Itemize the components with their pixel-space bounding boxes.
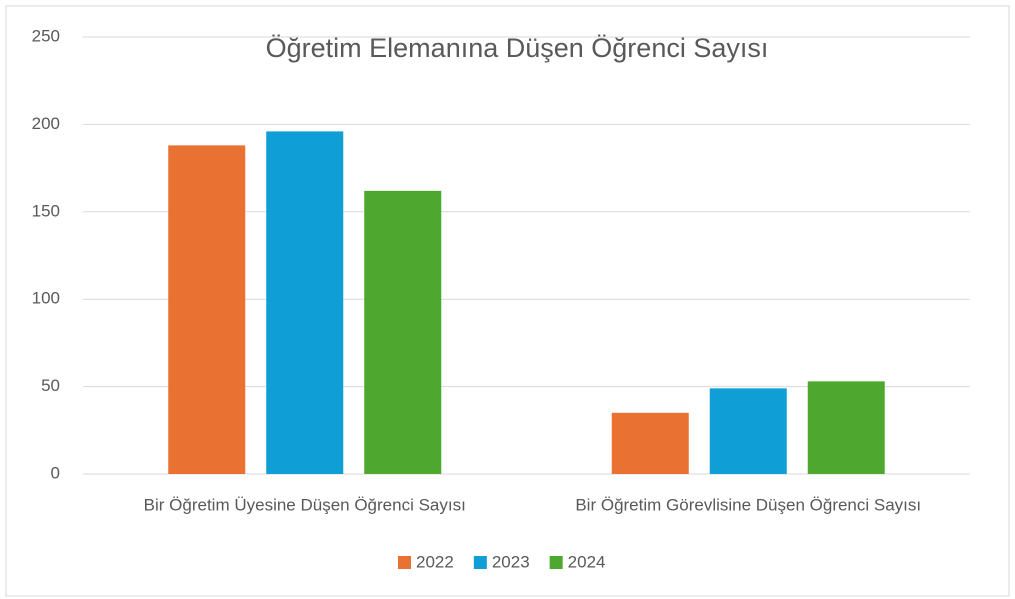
y-tick-label: 100 <box>32 289 60 308</box>
legend-label: 2024 <box>568 552 606 571</box>
bar <box>807 381 885 474</box>
legend-swatch <box>549 556 563 569</box>
x-tick-label: Bir Öğretim Üyesine Düşen Öğrenci Sayısı <box>144 495 466 514</box>
bar <box>709 388 787 474</box>
legend-label: 2023 <box>492 552 530 571</box>
bar <box>611 412 689 474</box>
bar <box>168 145 246 474</box>
y-tick-label: 150 <box>32 201 60 220</box>
y-tick-label: 50 <box>41 376 60 395</box>
y-tick-label: 200 <box>32 114 60 133</box>
legend-label: 2022 <box>416 552 454 571</box>
x-tick-label: Bir Öğretim Görevlisine Düşen Öğrenci Sa… <box>575 495 921 514</box>
y-tick-label: 0 <box>51 463 60 482</box>
y-tick-label: 250 <box>32 26 60 45</box>
bar <box>266 131 344 474</box>
bar <box>364 190 442 474</box>
legend-swatch <box>398 556 411 569</box>
chart-title: Öğretim Elemanına Düşen Öğrenci Sayısı <box>266 33 769 63</box>
legend-swatch <box>473 556 487 569</box>
